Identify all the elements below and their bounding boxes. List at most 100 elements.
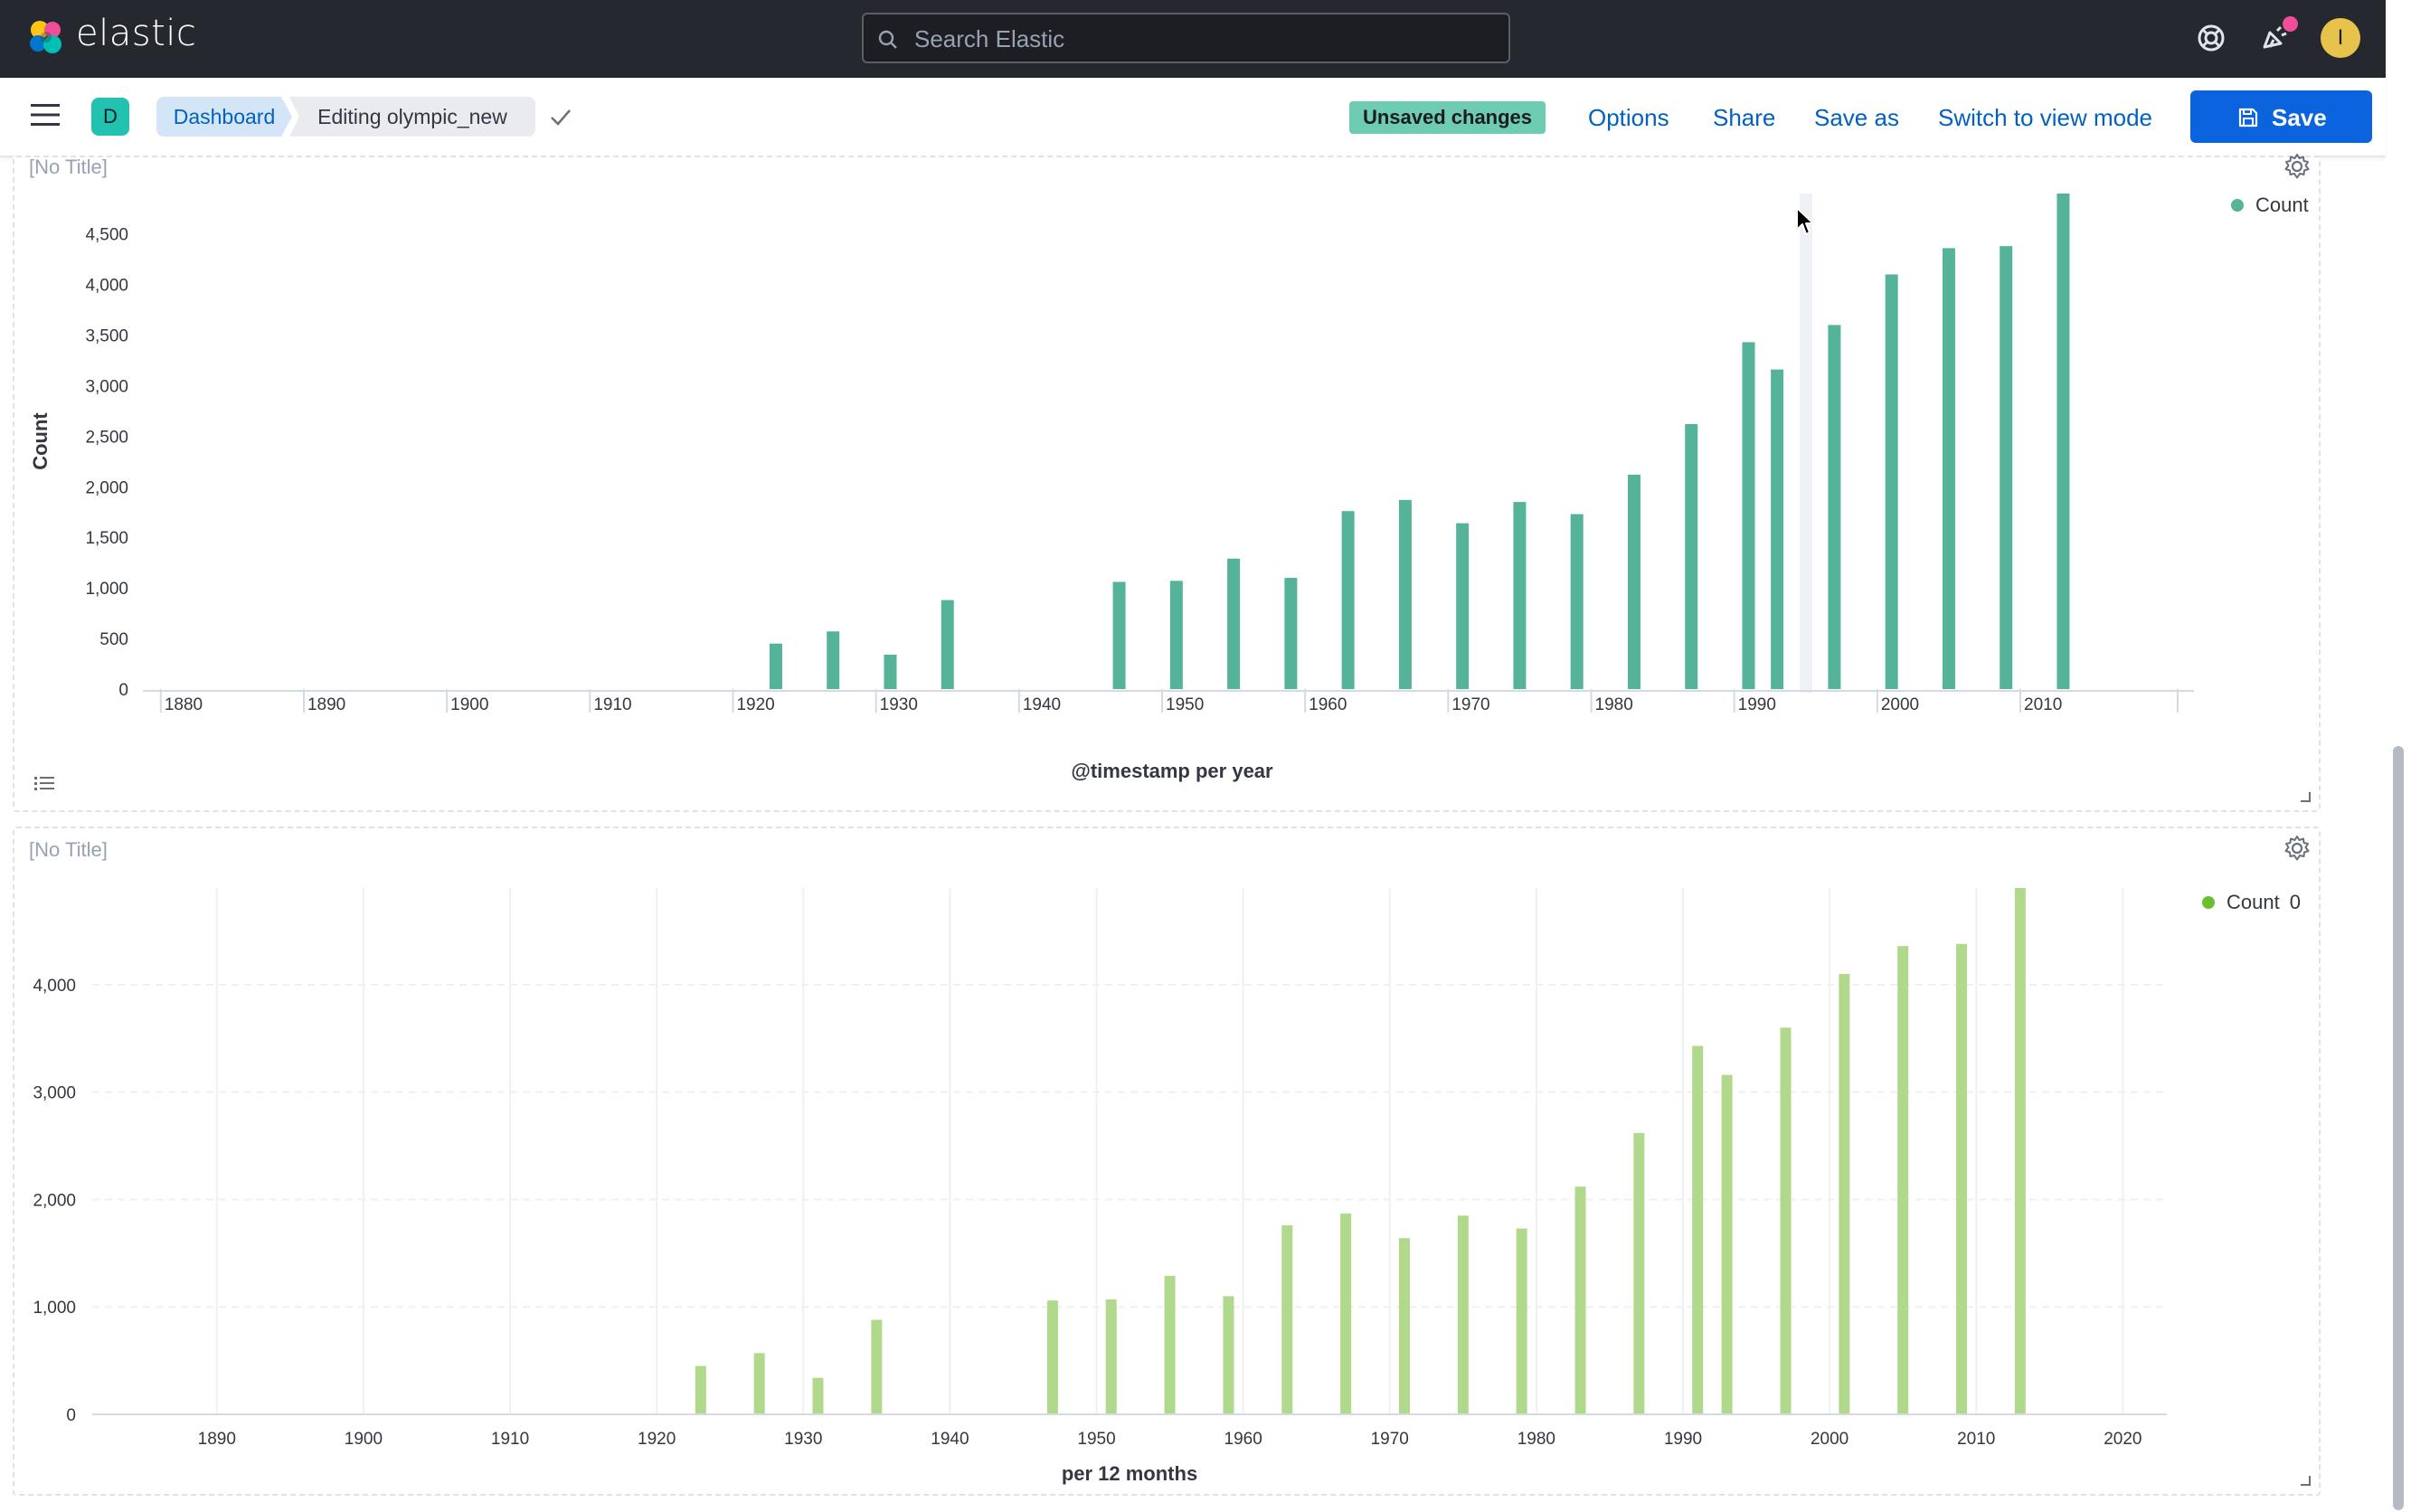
legend-swatch <box>2231 199 2244 212</box>
bar <box>871 1319 883 1414</box>
x-tick-label: 1940 <box>931 1430 969 1449</box>
bar <box>1780 1027 1792 1414</box>
help-icon[interactable] <box>2193 20 2229 56</box>
count-per-12-months-chart: 0 1,000 2,000 3,000 4,000 1890 1900 1910 1920 19… <box>33 888 2301 1485</box>
bar <box>1721 1074 1733 1414</box>
y-tick-label: 3,500 <box>85 327 128 346</box>
bar <box>1046 1300 1058 1414</box>
visualization-panel-1: [No Title] Count 0 500 1,000 1,500 2,000 2,50… <box>13 154 2321 812</box>
bar <box>2014 888 2026 1414</box>
bar <box>1742 342 1755 689</box>
y-tick-label: 4,000 <box>33 977 76 996</box>
bar <box>1105 1299 1117 1414</box>
bar <box>1513 502 1527 689</box>
bar <box>1828 325 1841 689</box>
switch-to-view-mode-link[interactable]: Switch to view mode <box>1938 104 2152 131</box>
x-axis-title: per 12 months <box>1062 1462 1197 1485</box>
options-link[interactable]: Options <box>1588 104 1669 131</box>
notification-badge <box>2283 16 2298 32</box>
y-tick-label: 1,500 <box>85 529 128 548</box>
bar <box>1164 1275 1176 1414</box>
bar <box>827 631 840 689</box>
unsaved-changes-badge: Unsaved changes <box>1349 101 1546 134</box>
x-tick-label: 1910 <box>491 1430 529 1449</box>
x-axis-title: @timestamp per year <box>1071 760 1273 782</box>
x-tick-label: 1900 <box>345 1430 383 1449</box>
dashboard-toolbar: D Dashboard Editing olympic_new Unsaved … <box>0 78 2386 157</box>
bar <box>1284 577 1298 689</box>
y-tick-label: 2,000 <box>85 478 128 497</box>
search-input[interactable] <box>912 20 1495 58</box>
share-link[interactable]: Share <box>1713 104 1776 131</box>
page-scrollbar[interactable] <box>2393 746 2404 1510</box>
x-tick-label: 1980 <box>1518 1430 1555 1449</box>
space-avatar[interactable]: D <box>91 98 129 136</box>
x-tick-label: 1890 <box>198 1430 236 1449</box>
elastic-logo-icon[interactable] <box>27 18 65 56</box>
legend-label[interactable]: Count <box>2255 194 2309 216</box>
visualization-panel-2: [No Title] 0 1,000 2,000 3,000 4,000 1890 190… <box>13 827 2321 1496</box>
search-icon <box>878 30 897 49</box>
bar <box>2056 194 2070 689</box>
user-avatar[interactable]: I <box>2321 18 2360 58</box>
gear-icon[interactable] <box>2283 834 2312 863</box>
save-button-label: Save <box>2272 104 2327 131</box>
breadcrumb-current: Editing olympic_new <box>289 97 535 137</box>
x-tick-label: 1950 <box>1077 1430 1115 1449</box>
resize-handle-icon[interactable] <box>2297 1472 2312 1487</box>
bar <box>1570 514 1584 689</box>
y-axis-title-group: Count <box>29 412 52 470</box>
y-tick-label: 500 <box>99 630 128 649</box>
bar <box>1457 1215 1469 1414</box>
bar <box>1574 1186 1586 1414</box>
x-tick-label: 1910 <box>593 695 631 714</box>
y-tick-label: 4,000 <box>85 277 128 296</box>
check-icon <box>551 109 571 126</box>
bar <box>1112 581 1126 689</box>
y-tick-label: 0 <box>66 1406 76 1425</box>
x-tick-label: 1930 <box>784 1430 822 1449</box>
x-tick-label: 2010 <box>2024 695 2062 714</box>
bar <box>2000 246 2013 689</box>
save-as-link[interactable]: Save as <box>1814 104 1899 131</box>
legend-swatch <box>2202 896 2215 909</box>
bar <box>1227 558 1241 689</box>
y-tick-label: 1,000 <box>33 1299 76 1318</box>
y-tick-label: 2,500 <box>85 428 128 447</box>
breadcrumb-dashboard[interactable]: Dashboard <box>156 97 292 137</box>
legend-value: 0 <box>2290 891 2301 913</box>
bar <box>1456 523 1470 689</box>
global-header: elastic I <box>0 0 2386 80</box>
x-tick-label: 1950 <box>1166 695 1204 714</box>
bar <box>941 600 954 689</box>
bar <box>1839 974 1850 1414</box>
save-button[interactable]: Save <box>2190 90 2372 143</box>
x-tick-label: 1980 <box>1595 695 1633 714</box>
brand-name[interactable]: elastic <box>76 13 197 54</box>
x-tick-label: 1920 <box>638 1430 676 1449</box>
newsfeed-icon[interactable] <box>2257 20 2293 56</box>
legend-label[interactable]: Count <box>2227 891 2280 913</box>
x-tick-label: 2000 <box>1811 1430 1848 1449</box>
panel-title: [No Title] <box>29 156 108 178</box>
bar <box>1633 1132 1645 1414</box>
bar <box>1398 1238 1410 1414</box>
x-tick-label: 2010 <box>1957 1430 1995 1449</box>
x-tick-label: 2000 <box>1881 695 1919 714</box>
bar <box>1627 474 1640 689</box>
x-tick-label: 1880 <box>165 695 203 714</box>
menu-icon[interactable] <box>31 103 60 127</box>
mouse-cursor-icon <box>1796 207 1814 235</box>
x-tick-label: 1990 <box>1664 1430 1702 1449</box>
list-icon[interactable] <box>33 772 56 796</box>
resize-handle-icon[interactable] <box>2297 789 2312 803</box>
bar <box>1281 1224 1293 1414</box>
x-tick-label: 1970 <box>1451 695 1489 714</box>
x-tick-label: 1900 <box>450 695 488 714</box>
save-icon <box>2238 108 2258 128</box>
gear-icon[interactable] <box>2283 152 2312 181</box>
x-tick-label: 1960 <box>1309 695 1347 714</box>
bar <box>769 643 782 689</box>
global-search[interactable] <box>862 13 1510 63</box>
x-tick-label: 1960 <box>1224 1430 1262 1449</box>
